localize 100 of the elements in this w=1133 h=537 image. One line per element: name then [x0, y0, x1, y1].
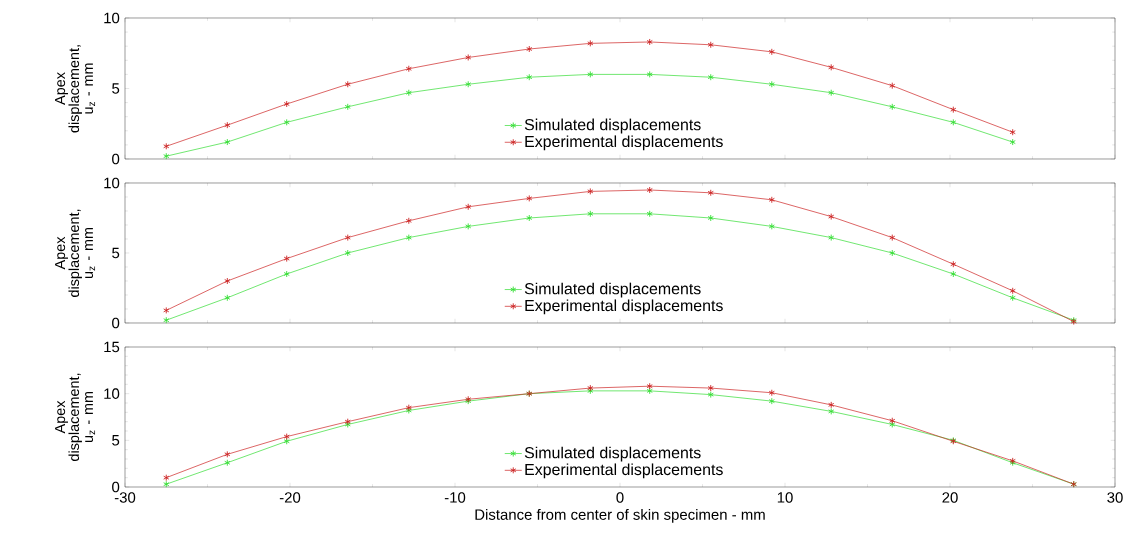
legend-label: Simulated displacements	[524, 446, 701, 462]
y-tick-label: 15	[104, 341, 120, 353]
point	[768, 48, 775, 56]
y-tick-label: 0	[112, 317, 120, 329]
point	[707, 41, 714, 49]
point	[283, 433, 290, 441]
point	[405, 217, 412, 225]
x-tick-label: 10	[777, 492, 793, 503]
point	[768, 196, 775, 204]
point	[344, 80, 351, 88]
x-tick-label: -30	[114, 492, 136, 503]
point	[587, 70, 594, 78]
point	[828, 213, 835, 221]
x-tick-label: 20	[942, 492, 958, 503]
point	[889, 249, 896, 257]
point	[344, 234, 351, 242]
point	[889, 103, 896, 111]
legend-label: Experimental displacements	[525, 299, 723, 315]
point	[224, 294, 231, 302]
point	[707, 384, 714, 392]
point	[1009, 294, 1016, 302]
point	[889, 234, 896, 242]
point	[646, 70, 653, 78]
point	[526, 214, 533, 222]
x-tick-label: -20	[279, 492, 301, 503]
point	[950, 260, 957, 268]
point	[646, 186, 653, 194]
point	[707, 189, 714, 197]
point	[526, 73, 533, 81]
point	[646, 210, 653, 218]
point	[163, 142, 170, 150]
point	[224, 138, 231, 146]
point	[224, 277, 231, 285]
point	[768, 80, 775, 88]
point	[587, 39, 594, 47]
y-tick-label: 0	[112, 153, 120, 165]
point	[889, 82, 896, 90]
point	[768, 222, 775, 230]
y-tick-label: 10	[104, 12, 120, 24]
x-tick-label: 0	[616, 492, 624, 503]
point	[707, 73, 714, 81]
point	[163, 152, 170, 160]
point	[163, 316, 170, 324]
y-tick-label: 5	[112, 83, 120, 94]
point	[405, 89, 412, 97]
point	[646, 38, 653, 46]
point	[828, 234, 835, 242]
point	[405, 234, 412, 242]
y-tick-label: 0	[112, 481, 120, 493]
y-tick-label: 10	[104, 388, 120, 399]
point	[950, 270, 957, 278]
point	[163, 480, 170, 488]
point	[283, 100, 290, 108]
x-tick-label: -10	[444, 492, 466, 503]
point	[768, 397, 775, 405]
point	[828, 407, 835, 415]
point	[768, 389, 775, 397]
point	[646, 387, 653, 395]
point	[587, 210, 594, 218]
point	[828, 63, 835, 71]
legend-label: Simulated displacements	[524, 118, 701, 134]
point	[828, 401, 835, 409]
point	[465, 222, 472, 230]
point	[224, 450, 231, 458]
point	[465, 80, 472, 88]
point	[1009, 287, 1016, 295]
legend-label: Experimental displacements	[525, 135, 723, 151]
point	[465, 203, 472, 211]
point	[405, 65, 412, 73]
point	[344, 249, 351, 257]
point	[707, 391, 714, 399]
x-axis-title: Distance from center of skin specimen - mm	[475, 508, 765, 523]
legend-label: Experimental displacements	[525, 463, 723, 479]
point	[163, 474, 170, 482]
point	[465, 54, 472, 61]
point	[828, 89, 835, 97]
point	[283, 118, 290, 126]
x-tick-label: 30	[1107, 492, 1123, 503]
point	[587, 187, 594, 195]
point	[950, 106, 957, 114]
point	[526, 194, 533, 202]
point	[646, 382, 653, 390]
point	[950, 118, 957, 126]
legend-label: Simulated displacements	[524, 282, 701, 298]
point	[283, 255, 290, 263]
point	[283, 270, 290, 278]
y-tick-label: 5	[112, 435, 120, 446]
point	[344, 103, 351, 111]
point	[889, 417, 896, 425]
point	[163, 306, 170, 314]
point	[1009, 138, 1016, 146]
point	[1009, 128, 1016, 136]
point	[707, 214, 714, 222]
point	[224, 121, 231, 129]
point	[889, 421, 896, 428]
y-tick-label: 10	[104, 177, 120, 189]
point	[224, 459, 231, 467]
point	[526, 45, 533, 53]
y-tick-label: 5	[112, 247, 120, 259]
point	[283, 437, 290, 445]
